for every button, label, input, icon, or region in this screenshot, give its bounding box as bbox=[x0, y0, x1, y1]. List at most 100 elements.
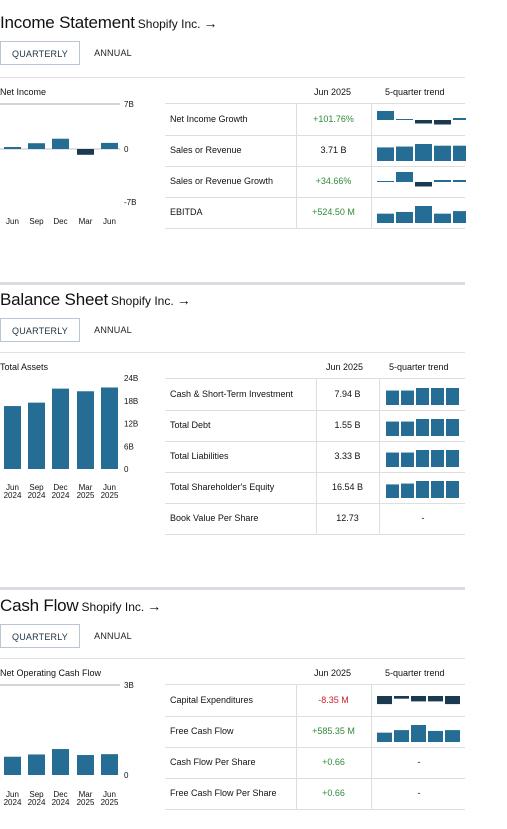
axis-tick-label: 0 bbox=[124, 771, 129, 780]
table-row[interactable]: Cash Flow Per Share +0.66 - bbox=[165, 747, 465, 779]
sparkline-bar bbox=[396, 172, 413, 182]
income-statement-section: Income Statement Shopify Inc. → QUARTERLY … bbox=[0, 13, 466, 243]
total-assets-bar[interactable] bbox=[4, 406, 21, 469]
row-value: 16.54 B bbox=[331, 482, 364, 492]
sparkline-bar bbox=[396, 146, 413, 161]
sparkline bbox=[377, 696, 460, 705]
tab-annual[interactable]: ANNUAL bbox=[94, 48, 132, 58]
company-name[interactable]: Shopify Inc. bbox=[110, 294, 174, 308]
table-row[interactable]: Free Cash Flow +585.35 M bbox=[165, 716, 465, 748]
quarter-year-label: 2024 bbox=[52, 798, 70, 807]
net-income-bar[interactable] bbox=[4, 147, 21, 149]
sparkline-bar bbox=[415, 144, 432, 161]
total-assets-bar[interactable] bbox=[52, 388, 69, 469]
total-assets-bar[interactable] bbox=[28, 402, 45, 469]
table-row[interactable]: Sales or Revenue 3.71 B bbox=[165, 135, 466, 167]
balance-sheet-section: Balance Sheet Shopify Inc. → QUARTERLY ANN… bbox=[0, 290, 465, 550]
cash-flow-section: Cash Flow Shopify Inc. → QUARTERLY ANNUAL … bbox=[0, 596, 465, 826]
section-title-text[interactable]: Cash Flow bbox=[0, 596, 79, 615]
tab-quarterly[interactable]: QUARTERLY bbox=[0, 41, 80, 65]
row-label: Capital Expenditures bbox=[170, 695, 254, 705]
total-assets-bar[interactable] bbox=[77, 391, 94, 469]
chart-label: Total Assets bbox=[0, 362, 49, 372]
cash-flow-bar[interactable] bbox=[101, 754, 118, 775]
row-value: +585.35 M bbox=[312, 726, 355, 736]
table-row[interactable]: Capital Expenditures -8.35 M bbox=[165, 685, 465, 717]
axis-tick-label: 0 bbox=[124, 145, 129, 154]
column-date: Jun 2025 bbox=[326, 362, 364, 372]
net-income-bar[interactable] bbox=[28, 143, 45, 149]
section-title-text[interactable]: Income Statement bbox=[0, 13, 135, 32]
tab-annual[interactable]: ANNUAL bbox=[94, 631, 132, 641]
sparkline-bar bbox=[446, 419, 459, 436]
quarter-label: Jun bbox=[6, 483, 19, 492]
row-value: +101.76% bbox=[313, 114, 354, 124]
table-row[interactable]: Book Value Per Share 12.73 - bbox=[165, 503, 465, 535]
axis-tick-label: 3B bbox=[124, 681, 134, 690]
column-trend: 5-quarter trend bbox=[389, 362, 449, 372]
tab-quarterly[interactable]: QUARTERLY bbox=[0, 318, 80, 342]
tab-annual[interactable]: ANNUAL bbox=[94, 325, 132, 335]
table-row[interactable]: Free Cash Flow Per Share +0.66 - bbox=[165, 778, 465, 810]
cash-flow-bar[interactable] bbox=[4, 756, 21, 775]
sparkline-bar bbox=[431, 388, 444, 405]
section-title[interactable]: Cash Flow Shopify Inc. → bbox=[0, 596, 161, 616]
company-name[interactable]: Shopify Inc. bbox=[137, 17, 201, 31]
section-divider bbox=[0, 282, 465, 285]
total-assets-chart: 24B18B12B6B0Jun2024Sep2024Dec2024Mar2025… bbox=[4, 374, 139, 500]
row-label: Cash Flow Per Share bbox=[170, 757, 256, 767]
arrow-right-icon[interactable]: → bbox=[147, 598, 162, 614]
divider-line bbox=[0, 77, 465, 78]
quarter-year-label: 2025 bbox=[77, 225, 95, 226]
tab-quarterly[interactable]: QUARTERLY bbox=[0, 624, 80, 648]
quarter-year-label: 2025 bbox=[77, 491, 95, 500]
company-name[interactable]: Shopify Inc. bbox=[81, 600, 145, 614]
table-row[interactable]: Cash & Short-Term Investment 7.94 B bbox=[165, 379, 465, 411]
column-separator bbox=[296, 197, 297, 228]
section-title[interactable]: Balance Sheet Shopify Inc. → bbox=[0, 290, 191, 310]
sparkline-bar bbox=[446, 481, 459, 498]
net-income-bar[interactable] bbox=[52, 138, 69, 149]
sparkline-bar bbox=[401, 452, 414, 467]
table-row[interactable]: EBITDA +524.50 M bbox=[165, 197, 466, 229]
table-row[interactable]: Total Liabilities 3.33 B bbox=[165, 441, 465, 473]
net-income-bar[interactable] bbox=[77, 149, 94, 155]
column-separator bbox=[316, 472, 317, 503]
trend-cell: - bbox=[371, 747, 466, 778]
arrow-right-icon[interactable]: → bbox=[203, 15, 218, 31]
sparkline-bar bbox=[431, 481, 444, 498]
net-income-bar[interactable] bbox=[101, 142, 118, 149]
row-value: 3.71 B bbox=[320, 145, 347, 155]
section-title-text[interactable]: Balance Sheet bbox=[0, 290, 108, 309]
sparkline-bar bbox=[386, 421, 399, 436]
sparkline-bar bbox=[416, 450, 429, 467]
row-label: Total Debt bbox=[170, 420, 211, 430]
row-label: Free Cash Flow Per Share bbox=[170, 788, 277, 798]
sparkline-bar bbox=[446, 388, 459, 405]
row-value: +0.66 bbox=[322, 757, 345, 767]
cash-flow-bar[interactable] bbox=[52, 749, 69, 775]
sparkline-bar bbox=[386, 452, 399, 467]
sparkline-bar bbox=[434, 213, 451, 223]
table-row[interactable]: Sales or Revenue Growth +34.66% bbox=[165, 166, 466, 198]
section-title[interactable]: Income Statement Shopify Inc. → bbox=[0, 13, 217, 33]
quarter-label: Sep bbox=[29, 790, 44, 799]
sparkline-bar bbox=[415, 182, 432, 187]
cash-flow-bar[interactable] bbox=[28, 754, 45, 775]
sparkline-bar bbox=[401, 421, 414, 436]
trend-cell bbox=[371, 685, 466, 716]
row-value: +524.50 M bbox=[312, 207, 355, 217]
quarter-year-label: 2025 bbox=[101, 491, 119, 500]
row-value: 7.94 B bbox=[334, 389, 361, 399]
table-row[interactable]: Net Income Growth +101.76% bbox=[165, 104, 466, 136]
table-top-border bbox=[165, 103, 465, 104]
arrow-right-icon[interactable]: → bbox=[176, 292, 191, 308]
table-row[interactable]: Total Debt 1.55 B bbox=[165, 410, 465, 442]
column-trend: 5-quarter trend bbox=[385, 87, 445, 97]
column-separator bbox=[296, 135, 297, 166]
table-top-border bbox=[165, 378, 465, 379]
total-assets-bar[interactable] bbox=[101, 387, 118, 469]
cash-flow-bar[interactable] bbox=[77, 755, 94, 775]
trend-cell bbox=[379, 441, 466, 472]
table-row[interactable]: Total Shareholder's Equity 16.54 B bbox=[165, 472, 465, 504]
